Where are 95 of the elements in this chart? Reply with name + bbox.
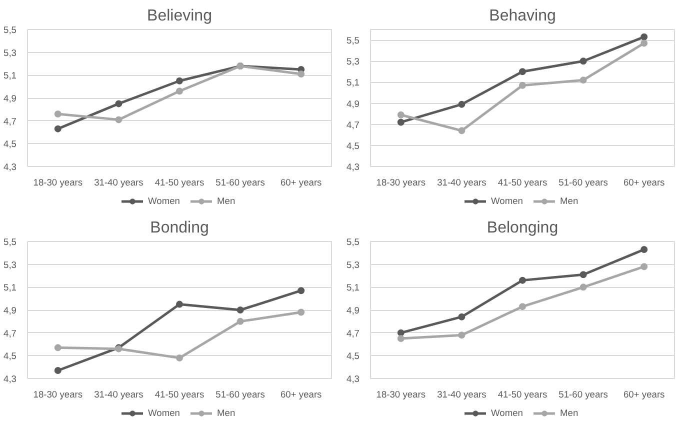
point (54, 110, 62, 118)
point (580, 271, 587, 278)
x-tick-label: 41-50 years (498, 178, 548, 188)
point (458, 313, 466, 320)
x-tick-label: 51-60 years (216, 178, 266, 188)
x-tick-label: 41-50 years (498, 390, 548, 400)
y-tick-label: 4,5 (4, 139, 16, 150)
point (115, 116, 122, 124)
y-tick-label: 5,5 (4, 25, 16, 35)
y-tick-label: 5,3 (346, 56, 360, 67)
chart-title: Believing (147, 8, 212, 24)
y-tick-label: 5,3 (346, 260, 360, 270)
y-tick-label: 4,3 (346, 374, 360, 384)
y-tick-label: 4,5 (346, 140, 360, 151)
point (298, 287, 305, 294)
x-tick-label: 51-60 years (558, 178, 608, 188)
legend-label: Men (216, 195, 236, 207)
y-tick-label: 4,9 (4, 94, 16, 104)
legend-label: Men (216, 407, 236, 419)
y-tick-label: 4,7 (346, 328, 360, 338)
x-tick-label: 51-60 years (216, 390, 266, 400)
y-tick-label: 4,7 (4, 328, 16, 338)
point (580, 58, 587, 65)
x-tick-label: 60+ years (280, 178, 322, 188)
point (54, 125, 62, 132)
y-tick-label: 4,3 (4, 374, 16, 384)
x-tick-label: 18-30 years (33, 390, 83, 400)
point (176, 300, 183, 308)
point (298, 70, 305, 78)
x-tick-label: 31-40 years (94, 178, 144, 188)
legend-label: Women (491, 195, 523, 207)
y-tick-label: 5,5 (346, 36, 360, 46)
point (458, 100, 466, 108)
y-tick-label: 4,3 (346, 162, 360, 172)
point (176, 354, 183, 362)
x-tick-label: 41-50 years (154, 178, 204, 188)
point (236, 306, 244, 314)
point (458, 332, 466, 339)
point (176, 77, 183, 84)
legend-label: Men (560, 407, 580, 419)
point (519, 68, 526, 76)
x-tick-label: 41-50 years (154, 390, 204, 400)
x-tick-label: 60+ years (623, 390, 666, 400)
point (54, 367, 62, 374)
point (397, 118, 404, 126)
x-tick-label: 18-30 years (33, 178, 83, 188)
point (519, 82, 526, 89)
x-tick-label: 31-40 years (437, 178, 487, 188)
x-tick-label: 31-40 years (437, 390, 487, 400)
point (640, 263, 648, 270)
x-tick-label: 51-60 years (558, 390, 608, 400)
x-tick-label: 60+ years (280, 390, 322, 400)
y-tick-label: 4,9 (346, 98, 360, 109)
chart-title: Belonging (486, 220, 558, 236)
y-tick-label: 4,3 (4, 162, 16, 172)
point (640, 40, 648, 47)
y-tick-label: 4,5 (4, 351, 16, 362)
point (54, 344, 62, 352)
x-tick-label: 31-40 years (94, 390, 144, 400)
point (458, 127, 466, 134)
point (115, 100, 122, 108)
point (519, 276, 526, 284)
y-tick-label: 5,5 (346, 237, 360, 247)
y-tick-label: 5,1 (346, 78, 360, 88)
point (397, 111, 404, 118)
point (580, 76, 587, 84)
y-tick-label: 5,1 (346, 282, 360, 293)
chart-title: Bonding (150, 220, 209, 236)
point (519, 303, 526, 310)
point (580, 284, 587, 291)
legend-label: Women (148, 195, 180, 207)
y-tick-label: 4,9 (4, 306, 16, 316)
y-tick-label: 4,5 (346, 351, 360, 362)
x-tick-label: 18-30 years (376, 390, 426, 400)
point (298, 308, 305, 316)
point (640, 33, 648, 40)
x-tick-label: 60+ years (623, 178, 666, 188)
legend-label: Women (148, 407, 180, 419)
y-tick-label: 5,3 (4, 48, 16, 58)
y-tick-label: 4,7 (346, 120, 360, 130)
point (397, 335, 404, 342)
y-tick-label: 5,1 (4, 282, 16, 293)
y-tick-label: 5,5 (4, 237, 16, 247)
point (236, 318, 244, 325)
legend-label: Women (491, 407, 523, 419)
chart-title: Behaving (489, 8, 556, 24)
point (640, 246, 648, 253)
x-tick-label: 18-30 years (376, 178, 426, 188)
y-tick-label: 4,9 (346, 306, 360, 316)
y-tick-label: 4,7 (4, 116, 16, 126)
y-tick-label: 5,3 (4, 260, 16, 270)
point (176, 88, 183, 95)
point (397, 329, 404, 336)
legend-label: Men (560, 195, 580, 207)
y-tick-label: 5,1 (4, 70, 16, 81)
